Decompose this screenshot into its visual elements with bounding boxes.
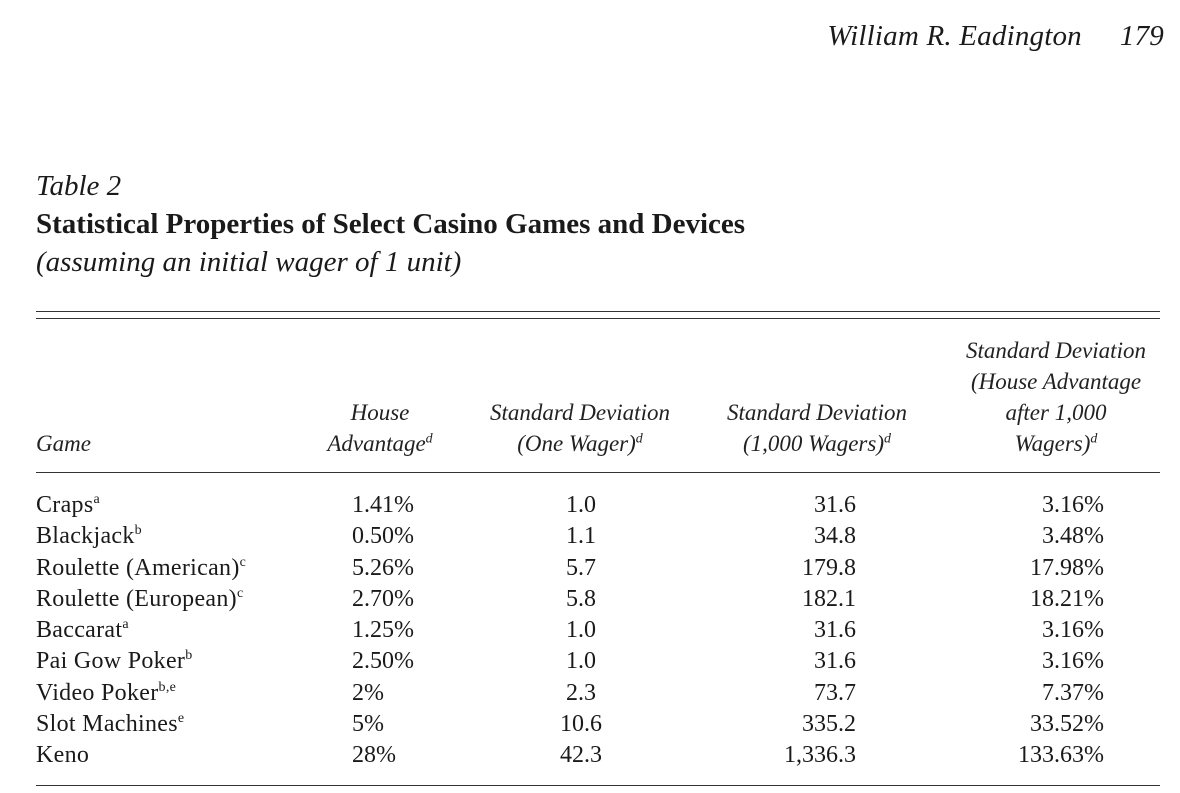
table-row: Keno 28% 42.3 1,336.3 133.63% [0,740,1180,771]
page-number: 179 [1119,20,1164,52]
cell-sd-one-wager: 2.3 [566,679,596,706]
header-sd-1000-text: (1,000 Wagers) [743,431,884,456]
cell-sd-house-advantage: 33.52% [1030,711,1104,738]
cell-sd-house-advantage: 3.48% [1042,523,1104,550]
footnote-mark: d [883,431,891,447]
header-game: Game [36,431,91,456]
cell-house-advantage: 0.50% [352,523,414,550]
header-house-line-1: House [350,400,410,425]
cell-house-advantage: 1.25% [352,617,414,644]
table-row: Roulette (American)c 5.26% 5.7 179.8 17.… [0,553,1180,584]
header-sd-house-line-3: after 1,000 [1005,400,1107,425]
cell-game: Blackjackb [36,523,142,550]
cell-game: Keno [36,742,90,769]
cell-house-advantage: 2.70% [352,585,414,612]
cell-sd-1000-wagers: 31.6 [814,617,856,644]
cell-sd-1000-wagers: 182.1 [802,585,856,612]
footnote-mark: d [1090,431,1098,447]
footnote-mark: a [93,492,101,507]
cell-house-advantage: 5% [352,711,384,738]
top-rule [36,311,1160,312]
cell-sd-one-wager: 1.0 [566,648,596,675]
cell-sd-1000-wagers: 179.8 [802,554,856,581]
running-head: William R. Eadington 179 [827,20,1164,53]
cell-sd-1000-wagers: 31.6 [814,648,856,675]
table-row: Blackjackb 0.50% 1.1 34.8 3.48% [0,521,1180,552]
footnote-mark: c [239,554,247,570]
cell-sd-house-advantage: 18.21% [1030,585,1104,612]
cell-sd-1000-wagers: 335.2 [802,711,856,738]
header-sd-1000-line-1: Standard Deviation [727,400,907,425]
table-subtitle: (assuming an initial wager of 1 unit) [36,246,462,278]
cell-house-advantage: 1.41% [352,492,414,518]
footnote-mark: d [635,431,643,447]
cell-game: Crapsa [36,492,101,518]
cell-sd-house-advantage: 3.16% [1042,492,1104,518]
table-caption: Table 2 Statistical Properties of Select… [36,168,745,280]
cell-sd-one-wager: 1.0 [566,492,596,518]
cell-house-advantage: 2.50% [352,648,414,675]
cell-game: Baccarata [36,617,129,644]
cell-sd-1000-wagers: 31.6 [814,492,856,518]
footnote-mark: e [177,711,185,727]
header-house-text: Advantage [327,431,426,456]
cell-sd-one-wager: 5.8 [566,585,596,612]
cell-sd-one-wager: 5.7 [566,554,596,581]
cell-house-advantage: 2% [352,679,384,706]
header-sd-one-text: (One Wager) [517,431,636,456]
table-number: Table 2 [36,170,122,202]
cell-sd-one-wager: 10.6 [560,711,602,738]
table-title: Statistical Properties of Select Casino … [36,208,746,240]
cell-sd-1000-wagers: 34.8 [814,523,856,550]
header-sd-house-text: Wagers) [1014,431,1091,456]
header-sd-one-line-2: (One Wager)d [468,428,692,459]
table-row: Roulette (European)c 2.70% 5.8 182.1 18.… [0,584,1180,615]
header-sd-house-line-2: (House Advantage [970,369,1142,394]
footnote-mark: b [134,523,142,539]
header-rule [36,472,1160,473]
table-row: Slot Machinese 5% 10.6 335.2 33.52% [0,709,1180,740]
cell-sd-one-wager: 42.3 [560,742,602,769]
table-body: Crapsa 1.41% 1.0 31.6 3.16% Blackjackb 0… [0,490,1180,772]
cell-game: Slot Machinese [36,711,185,738]
header-sd-1000-line-2: (1,000 Wagers)d [706,428,928,459]
cell-house-advantage: 28% [352,742,396,769]
footnote-mark: b,e [158,679,177,695]
cell-house-advantage: 5.26% [352,554,414,581]
author-name: William R. Eadington [827,20,1082,52]
footnote-mark: b [185,648,193,664]
cell-sd-house-advantage: 3.16% [1042,648,1104,675]
cell-game: Roulette (American)c [36,554,247,581]
cell-game: Roulette (European)c [36,585,244,612]
cell-sd-one-wager: 1.0 [566,617,596,644]
cell-sd-one-wager: 1.1 [566,523,596,550]
header-house-line-2: Advantaged [300,428,460,459]
footnote-mark: a [122,617,129,633]
cell-sd-house-advantage: 17.98% [1030,554,1104,581]
header-sd-one-wager: Standard Deviation (One Wager)d [468,397,692,459]
cell-game: Pai Gow Pokerb [36,648,193,675]
header-sd-house-line-4: Wagers)d [945,428,1167,459]
bottom-rule [36,785,1160,786]
header-sd-house-advantage: Standard Deviation (House Advantage afte… [945,335,1167,459]
table-row: Baccarata 1.25% 1.0 31.6 3.16% [0,615,1180,646]
table-row: Video Pokerb,e 2% 2.3 73.7 7.37% [0,678,1180,709]
header-sd-1000-wagers: Standard Deviation (1,000 Wagers)d [706,397,928,459]
table-row: Pai Gow Pokerb 2.50% 1.0 31.6 3.16% [0,646,1180,677]
cell-sd-house-advantage: 3.16% [1042,617,1104,644]
cell-sd-1000-wagers: 73.7 [814,679,856,706]
cell-sd-house-advantage: 7.37% [1042,679,1104,706]
header-house-advantage: House Advantaged [300,397,460,459]
top-rule-second [36,318,1160,319]
header-sd-house-line-1: Standard Deviation [966,338,1146,363]
cell-sd-house-advantage: 133.63% [1018,742,1104,769]
cell-sd-1000-wagers: 1,336.3 [784,742,856,769]
cell-game: Video Pokerb,e [36,679,177,706]
footnote-mark: c [236,585,244,601]
table-row: Crapsa 1.41% 1.0 31.6 3.16% [0,490,1180,521]
header-sd-one-line-1: Standard Deviation [490,400,670,425]
footnote-mark: d [425,431,433,447]
